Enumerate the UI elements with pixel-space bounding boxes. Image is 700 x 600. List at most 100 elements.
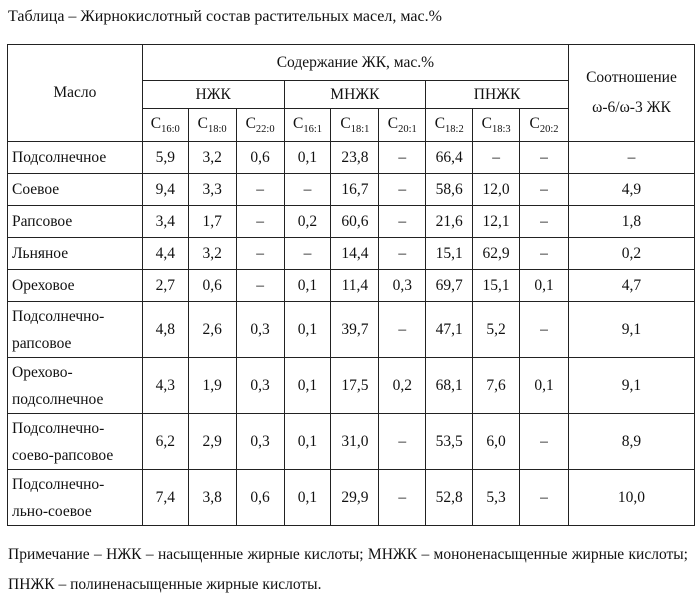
- value-cell: 14,4: [330, 237, 380, 270]
- value-cell: 4,4: [141, 237, 189, 270]
- header-acid: C18:3: [472, 108, 521, 142]
- value-cell: 0,1: [283, 301, 332, 358]
- value-cell: 0,6: [187, 269, 237, 302]
- value-cell: 4,3: [141, 357, 189, 414]
- oil-name: Соевое: [7, 173, 143, 206]
- value-cell: 12,0: [472, 173, 521, 206]
- value-cell: 0,3: [235, 301, 285, 358]
- value-cell: –: [235, 173, 285, 206]
- table-row: Ореховое 2,7 0,6–0,1 11,4 0,3 69,7 15,1 0,1 4,7: [7, 269, 696, 302]
- ratio-cell: 8,9: [567, 413, 696, 470]
- value-cell: –: [378, 173, 427, 206]
- header-acid: C20:2: [519, 108, 569, 142]
- oil-name: Подсолнечно-рапсовое: [7, 301, 143, 358]
- value-cell: 3,2: [187, 141, 237, 174]
- ratio-cell: 4,7: [567, 269, 696, 302]
- oil-name: Льняное: [7, 237, 143, 270]
- value-cell: 0,1: [283, 469, 332, 526]
- table-row: Подсолнечно-рапсовое 4,8 2,6 0,3 0,1 39,7 –47,…: [7, 301, 696, 358]
- value-cell: 2,6: [187, 301, 237, 358]
- value-cell: –: [283, 173, 332, 206]
- header-acid: C16:0: [141, 108, 189, 142]
- value-cell: –: [519, 301, 569, 358]
- value-cell: 66,4: [425, 141, 474, 174]
- value-cell: –: [519, 237, 569, 270]
- oil-name: Рапсовое: [7, 205, 143, 238]
- header-ratio: Соотношение ω-6/ω-3 ЖК: [567, 44, 696, 142]
- value-cell: 9,4: [141, 173, 189, 206]
- value-cell: 5,2: [472, 301, 521, 358]
- table-row: Подсолнечно-льно-соевое 7,4 3,8 0,6 0,1 29,9 –…: [7, 469, 696, 526]
- value-cell: 69,7: [425, 269, 474, 302]
- ratio-cell: 10,0: [567, 469, 696, 526]
- value-cell: 3,3: [187, 173, 237, 206]
- value-cell: 0,1: [283, 413, 332, 470]
- value-cell: 0,1: [283, 141, 332, 174]
- ratio-cell: 9,1: [567, 301, 696, 358]
- table-row: Рапсовое 3,4 1,7–0,2 60,6–21,6 12,1–1,8: [7, 205, 696, 238]
- value-cell: 58,6: [425, 173, 474, 206]
- header-acid: C22:0: [235, 108, 285, 142]
- value-cell: 3,2: [187, 237, 237, 270]
- value-cell: 53,5: [425, 413, 474, 470]
- value-cell: 0,3: [235, 357, 285, 414]
- value-cell: –: [519, 205, 569, 238]
- value-cell: 0,6: [235, 469, 285, 526]
- value-cell: –: [378, 141, 427, 174]
- value-cell: 31,0: [330, 413, 380, 470]
- table-row: Подсолнечно-соево-рапсовое 6,2 2,9 0,3 0,1 31…: [7, 413, 696, 470]
- value-cell: –: [235, 205, 285, 238]
- value-cell: –: [378, 205, 427, 238]
- oil-name: Подсолнечно-льно-соевое: [7, 469, 143, 526]
- oil-name: Орехово-подсолнечное: [7, 357, 143, 414]
- ratio-cell: 9,1: [567, 357, 696, 414]
- header-acid: C18:1: [330, 108, 380, 142]
- value-cell: –: [519, 469, 569, 526]
- value-cell: 0,2: [378, 357, 427, 414]
- value-cell: 4,8: [141, 301, 189, 358]
- value-cell: –: [519, 141, 569, 174]
- value-cell: –: [378, 237, 427, 270]
- value-cell: 0,1: [283, 269, 332, 302]
- value-cell: –: [378, 413, 427, 470]
- ratio-cell: 1,8: [567, 205, 696, 238]
- header-group-mnzhk: МНЖК: [283, 80, 427, 109]
- value-cell: 16,7: [330, 173, 380, 206]
- value-cell: 62,9: [472, 237, 521, 270]
- ratio-cell: 4,9: [567, 173, 696, 206]
- value-cell: –: [235, 237, 285, 270]
- value-cell: 23,8: [330, 141, 380, 174]
- table-title: Таблица – Жирнокислотный состав растител…: [8, 8, 442, 25]
- value-cell: 7,6: [472, 357, 521, 414]
- table-row: Льняное 4,4 3,2– –14,4–15,1 62,9–0,2: [7, 237, 696, 270]
- value-cell: 12,1: [472, 205, 521, 238]
- value-cell: 3,4: [141, 205, 189, 238]
- value-cell: 29,9: [330, 469, 380, 526]
- oil-name: Подсолнечно-соево-рапсовое: [7, 413, 143, 470]
- value-cell: 52,8: [425, 469, 474, 526]
- value-cell: 68,1: [425, 357, 474, 414]
- value-cell: 2,7: [141, 269, 189, 302]
- value-cell: 60,6: [330, 205, 380, 238]
- value-cell: 47,1: [425, 301, 474, 358]
- fatty-acid-table: Масло Содержание ЖК, мас.% Соотношение ω…: [7, 44, 696, 526]
- value-cell: 0,2: [283, 205, 332, 238]
- value-cell: –: [472, 141, 521, 174]
- value-cell: –: [283, 237, 332, 270]
- value-cell: 39,7: [330, 301, 380, 358]
- ratio-cell: 0,2: [567, 237, 696, 270]
- value-cell: 6,0: [472, 413, 521, 470]
- oil-name: Подсолнечное: [7, 141, 143, 174]
- value-cell: 2,9: [187, 413, 237, 470]
- value-cell: 7,4: [141, 469, 189, 526]
- value-cell: 0,1: [519, 269, 569, 302]
- header-acid: C18:2: [425, 108, 474, 142]
- ratio-cell: –: [567, 141, 696, 174]
- value-cell: 1,9: [187, 357, 237, 414]
- value-cell: 5,3: [472, 469, 521, 526]
- value-cell: 1,7: [187, 205, 237, 238]
- value-cell: 17,5: [330, 357, 380, 414]
- header-acid: C20:1: [378, 108, 427, 142]
- header-acid: C18:0: [187, 108, 237, 142]
- value-cell: 3,8: [187, 469, 237, 526]
